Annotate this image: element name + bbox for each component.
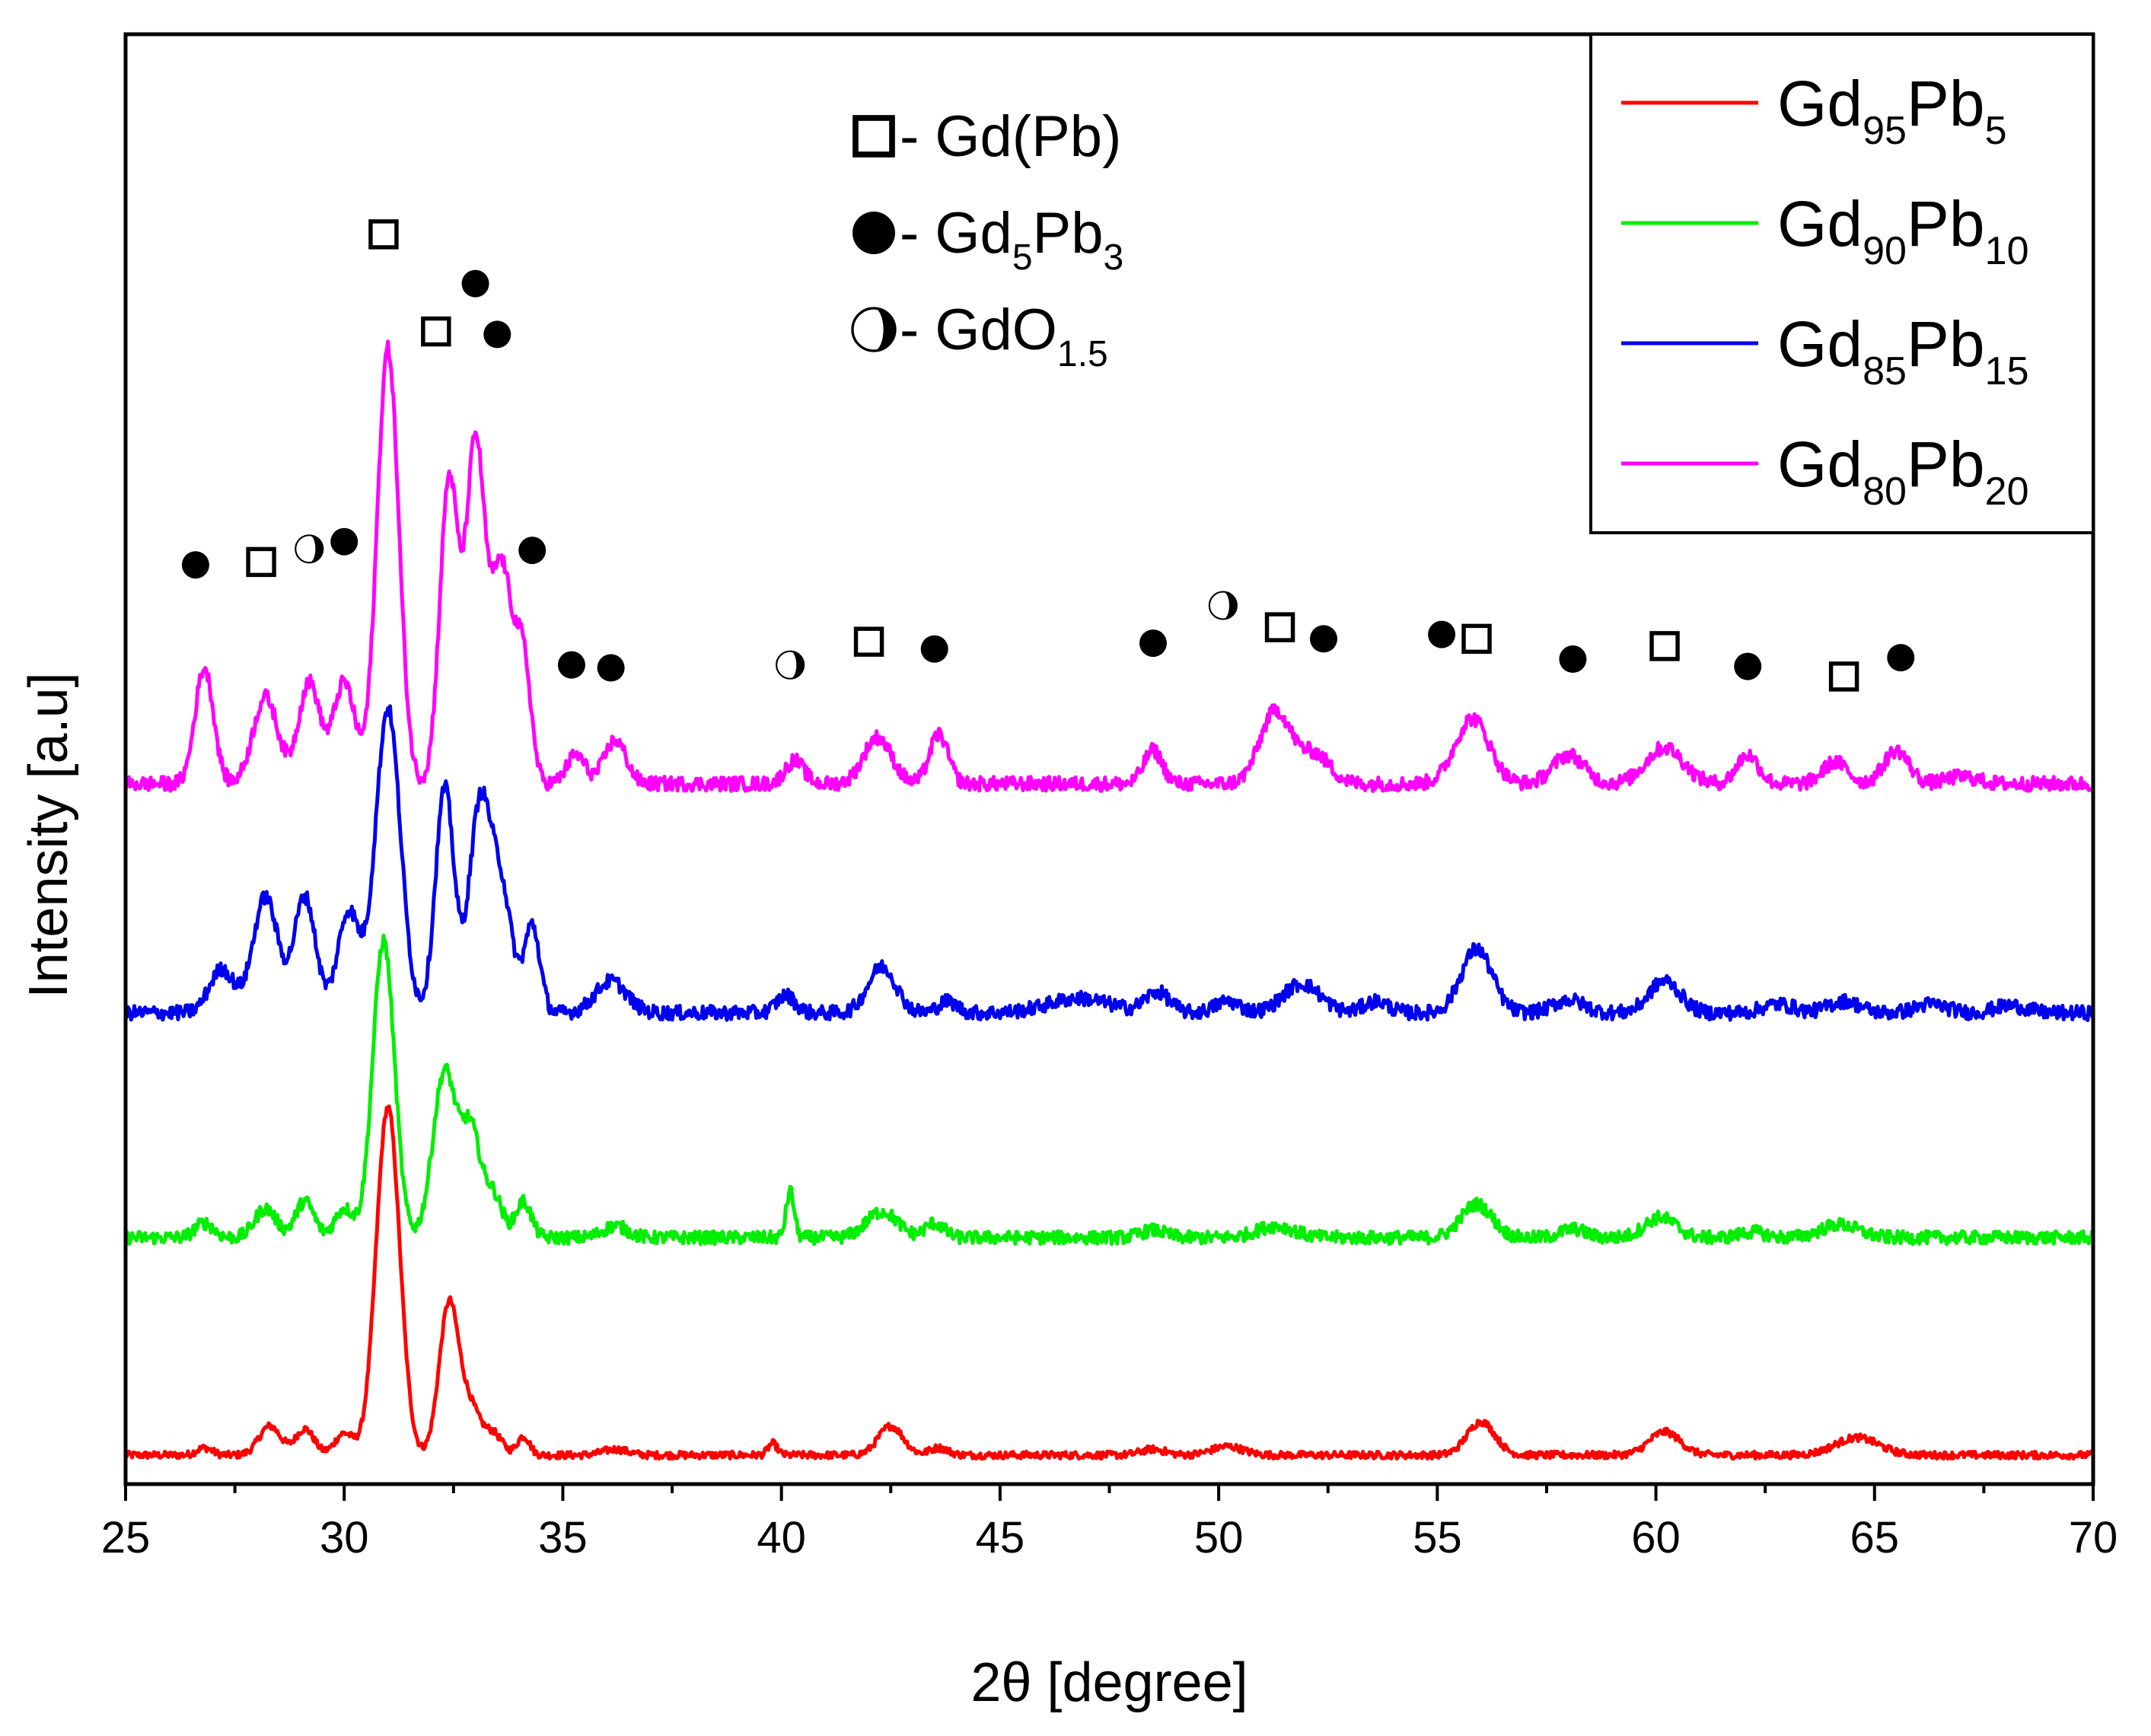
phase-marker-circle [1309,625,1337,653]
phase-marker-square [246,546,276,578]
phase-marker-square [853,626,884,657]
phase-marker-circle [1139,629,1167,658]
phase-marker-circle [181,551,209,579]
x-tick-label: 45 [976,1513,1025,1562]
phase-marker-circle [483,320,511,349]
series-line-3 [123,339,2095,793]
phase-marker-halfcircle [1208,591,1238,620]
phase-legend: - Gd(Pb) - Gd5Pb3 - GdO1.5 [851,104,1123,374]
phase-marker-square [1264,612,1295,642]
x-tick-label: 30 [320,1513,369,1562]
phase-legend-label: - Gd5Pb3 [900,201,1123,278]
phase-marker-circle [1734,652,1762,680]
legend-label: Gd85Pb15 [1777,308,2029,393]
phase-annotations [181,219,1915,692]
phase-marker-circle [597,654,625,682]
phase-legend-marker-square [852,115,895,158]
phase-marker-square [421,316,451,347]
phase-marker-square [368,219,399,250]
phase-legend-label: - Gd(Pb) [900,104,1121,169]
phase-marker-circle [920,635,948,663]
y-axis-title: Intensity [a.u] [18,672,79,998]
x-tick-label: 35 [538,1513,588,1562]
series-legend: Gd95Pb5 Gd90Pb10 Gd85Pb15 Gd80Pb20 [1589,33,2095,534]
phase-marker-circle [1428,620,1456,648]
phase-marker-square [1461,623,1492,655]
phase-marker-circle [518,537,547,565]
phase-marker-halfcircle [295,534,324,564]
phase-marker-circle [557,651,585,679]
phase-marker-circle [461,269,489,298]
series-line-1 [123,933,2095,1247]
x-axis-title: 2θ [degree] [970,1652,1248,1713]
phase-legend-marker-halfcircle [851,307,897,352]
phase-legend-marker-circle [852,212,895,254]
x-tick-label: 65 [1850,1513,1900,1562]
series-line-0 [123,1104,2095,1461]
series-line-2 [123,704,2095,1022]
phase-marker-square [1828,661,1859,692]
x-tick-label: 55 [1413,1513,1462,1562]
phase-marker-circle [1887,644,1915,672]
legend-box [1589,33,2095,534]
x-tick-label: 60 [1631,1513,1681,1562]
legend-label: Gd95Pb5 [1777,68,2007,153]
phase-legend-label: - GdO1.5 [900,298,1108,374]
phase-marker-circle [1559,645,1587,674]
phase-marker-halfcircle [776,650,805,680]
x-tick-label: 70 [2069,1513,2118,1562]
legend-label: Gd90Pb10 [1777,188,2029,273]
phase-marker-circle [330,527,358,556]
x-tick-label: 40 [757,1513,806,1562]
plot-area [123,339,2095,1461]
legend-label: Gd80Pb20 [1777,428,2029,514]
phase-marker-square [1649,631,1680,661]
x-tick-label: 50 [1194,1513,1244,1562]
axes: 25 30 35 40 45 50 55 60 65 70 [101,32,2118,1562]
x-tick-label: 25 [101,1513,151,1562]
